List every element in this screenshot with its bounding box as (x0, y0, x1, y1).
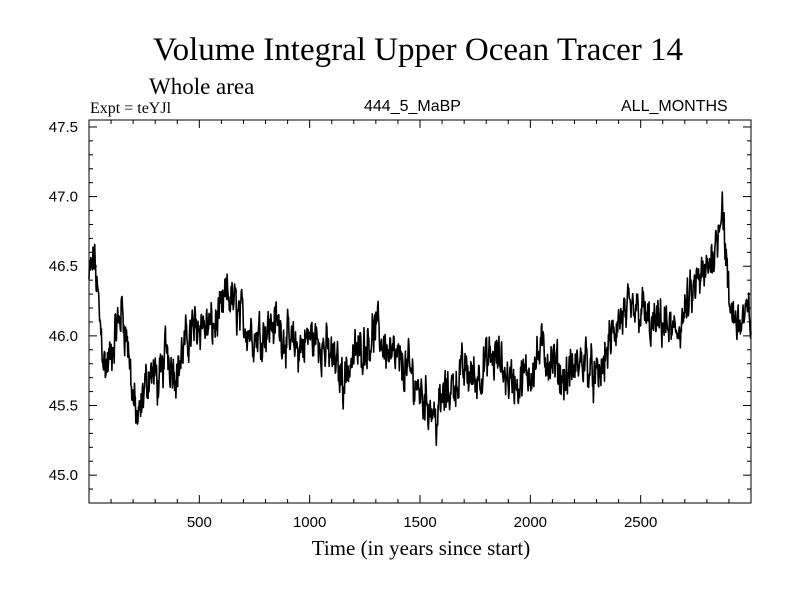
y-tick-label: 47.5 (49, 119, 78, 136)
experiment-label: Expt = teYJl (90, 100, 172, 117)
plot-frame (88, 119, 752, 504)
x-tick-label: 2500 (624, 514, 657, 531)
x-tick-label: 500 (187, 514, 212, 531)
period-label: 444_5_MaBP (364, 98, 461, 115)
x-axis-label: Time (in years since start) (311, 536, 531, 560)
months-label: ALL_MONTHS (621, 98, 728, 115)
y-tick-label: 46.0 (49, 328, 78, 345)
series-line (88, 191, 752, 447)
x-tick-label: 1000 (293, 514, 326, 531)
y-tick-label: 47.0 (49, 189, 78, 206)
y-tick-label: 45.5 (49, 398, 78, 415)
chart-title: Volume Integral Upper Ocean Tracer 14 (153, 32, 683, 68)
chart-subtitle: Whole area (149, 74, 255, 99)
y-tick-label: 45.0 (49, 467, 78, 484)
x-tick-label: 2000 (514, 514, 547, 531)
y-tick-label: 46.5 (49, 258, 78, 275)
x-tick-label: 1500 (403, 514, 436, 531)
